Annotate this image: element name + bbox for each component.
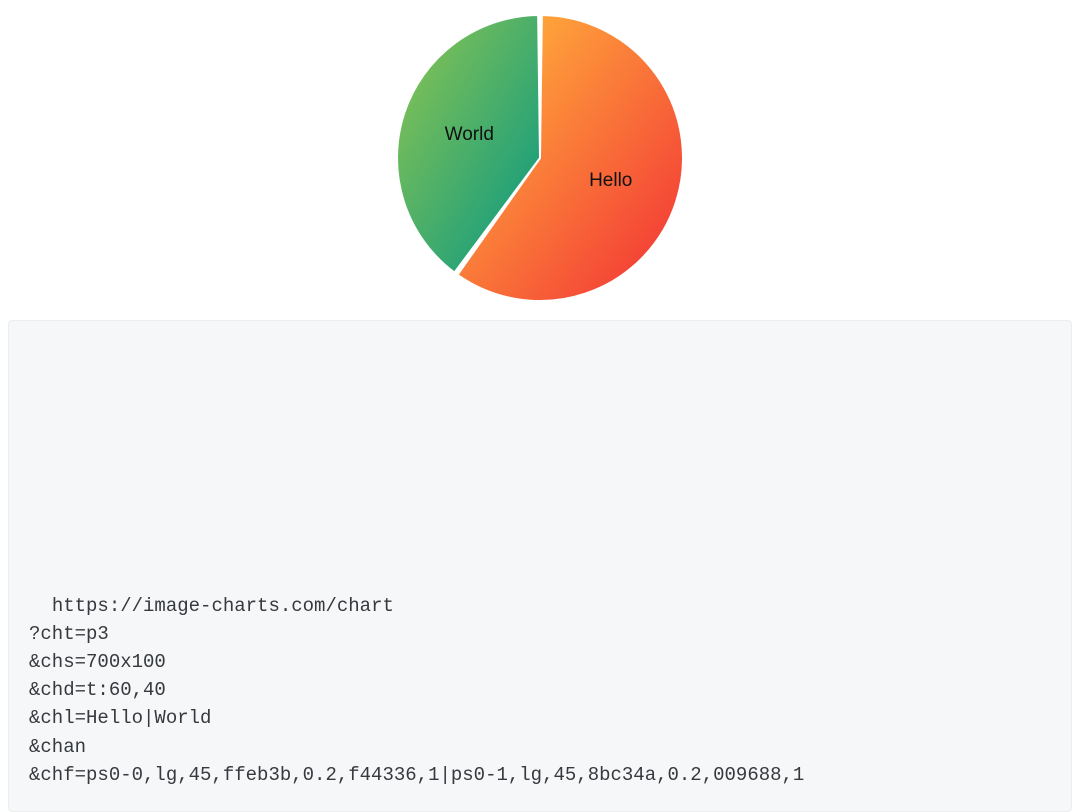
pie-label-hello: Hello (589, 170, 632, 191)
page-root: HelloWorld https://image-charts.com/char… (0, 0, 1080, 557)
code-block: https://image-charts.com/chart ?cht=p3 &… (8, 320, 1072, 812)
copy-icon[interactable] (1037, 333, 1057, 353)
pie-chart-area: Hello World (0, 0, 1080, 310)
pie-chart: Hello World (350, 8, 730, 308)
pie-label-world: World (445, 124, 494, 145)
